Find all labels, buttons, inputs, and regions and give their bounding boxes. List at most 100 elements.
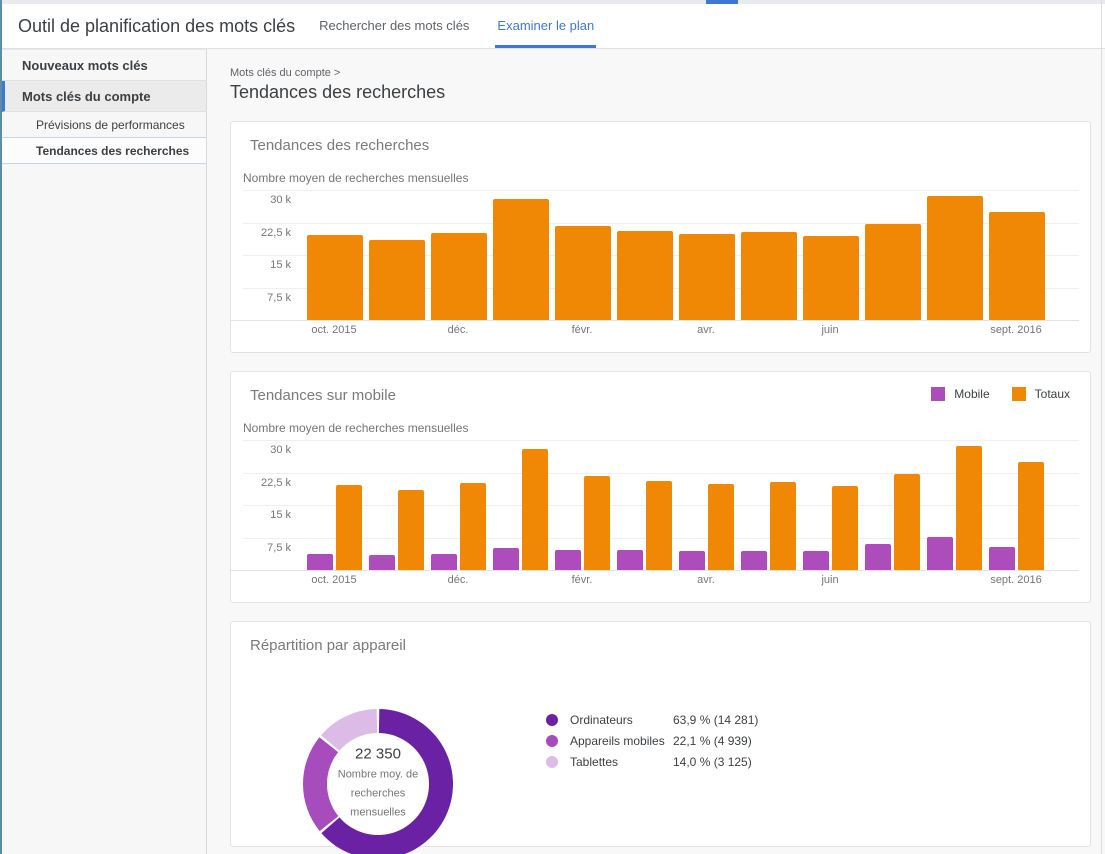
mobile-trends-legend: Mobile Totaux — [931, 387, 1070, 401]
mobile-bar — [493, 548, 519, 570]
total-bar — [646, 481, 672, 570]
donut-center-text: 22 350 Nombre moy. de recherches mensuel… — [323, 746, 433, 823]
gridline — [243, 190, 1079, 191]
donut-segment-tablettes — [321, 709, 378, 751]
device-legend-label: Tablettes — [570, 754, 619, 769]
total-bar — [708, 484, 734, 570]
breadcrumb-link[interactable]: Mots clés du compte > — [230, 67, 341, 79]
mobile-bar — [555, 550, 581, 570]
total-bar — [1018, 462, 1044, 570]
total-bar — [369, 240, 425, 320]
x-tick-label: avr. — [697, 574, 715, 586]
total-bar — [522, 449, 548, 570]
x-tick-label: déc. — [447, 574, 469, 586]
x-tick-label: oct. 2015 — [311, 574, 357, 586]
gridline — [243, 440, 1079, 441]
y-tick-label: 7,5 k — [267, 541, 291, 554]
x-axis-baseline — [231, 320, 1079, 321]
total-bar — [741, 232, 797, 320]
total-bar — [832, 486, 858, 570]
mobile-bar — [865, 544, 891, 570]
header: Outil de planification des mots clés Rec… — [2, 4, 1105, 49]
x-tick-label: févr. — [571, 574, 593, 586]
total-bar — [803, 236, 859, 320]
total-bar — [927, 196, 983, 320]
device-legend-value: 14,0 % (3 125) — [673, 754, 752, 769]
total-bar — [989, 212, 1045, 320]
device-split-donut-chart: 22 350 Nombre moy. de recherches mensuel… — [298, 704, 458, 854]
total-bar — [336, 485, 362, 570]
page-title: Tendances des recherches — [230, 82, 446, 102]
totaux-legend-label: Totaux — [1034, 387, 1070, 401]
main-content: Mots clés du compte > Tendances des rech… — [207, 49, 1105, 854]
total-bar — [617, 231, 673, 320]
x-tick-label: oct. 2015 — [311, 324, 357, 336]
mobile-trends-card: Tendances sur mobile Mobile Totaux Nombr… — [230, 371, 1091, 603]
total-bar — [555, 226, 611, 320]
device-legend-label: Ordinateurs — [570, 712, 633, 727]
x-tick-label: déc. — [447, 324, 469, 336]
search-trends-card-title: Tendances des recherches — [250, 137, 430, 154]
x-tick-label: avr. — [697, 324, 715, 336]
device-split-card: Répartition par appareil 22 350 Nombre m… — [230, 621, 1091, 854]
totaux-legend-swatch — [1011, 387, 1026, 401]
device-legend-dot — [546, 755, 558, 768]
tab-examiner-le-plan[interactable]: Examiner le plan — [495, 4, 597, 48]
total-bar — [956, 446, 982, 570]
total-bar — [493, 199, 549, 320]
y-tick-label: 15 k — [270, 259, 291, 271]
donut-svg — [303, 709, 453, 854]
gridline — [243, 222, 1079, 224]
device-split-card-title: Répartition par appareil — [250, 637, 406, 654]
app-title: Outil de planification des mots clés — [18, 15, 296, 36]
donut-segment-ordinateurs — [321, 709, 453, 854]
device-legend-label: Appareils mobiles — [570, 733, 665, 748]
y-tick-label: 30 k — [270, 194, 291, 206]
total-bar — [460, 483, 486, 570]
search-trends-plot: 30 k 22,5 k 15 k 7,5 k oct. 2015 déc. févr. avr… — [231, 190, 1079, 336]
mobile-trends-y-axis-label: Nombre moyen de recherches mensuelles — [243, 421, 469, 435]
total-bar — [584, 476, 610, 570]
total-bar — [679, 234, 735, 320]
y-tick-label: 22,5 k — [261, 226, 291, 239]
gridline — [243, 472, 1079, 474]
x-axis-baseline — [231, 570, 1079, 571]
device-legend-row: Appareils mobiles 22,1 % (4 939) — [546, 730, 758, 751]
device-legend-dot — [546, 713, 558, 726]
tab-rechercher-des-mots-cles[interactable]: Rechercher des mots clés — [319, 18, 470, 33]
y-tick-label: 30 k — [270, 444, 291, 456]
x-tick-label: sept. 2016 — [990, 324, 1042, 336]
mobile-bar — [369, 555, 395, 570]
mobile-bar — [307, 554, 333, 570]
y-tick-label: 22,5 k — [261, 476, 291, 489]
donut-center-caption: Nombre moy. de recherches mensuelles — [337, 768, 419, 819]
device-legend-dot — [546, 734, 558, 747]
device-split-legend: Ordinateurs 63,9 % (14 281) Appareils mobi… — [546, 709, 758, 854]
mobile-legend-swatch — [931, 387, 946, 401]
donut-segment-appareils-mobiles — [303, 737, 339, 832]
sidebar-item-nouveaux-mots-cles[interactable]: Nouveaux mots clés — [2, 50, 206, 81]
donut-total-value: 22 350 — [355, 745, 401, 763]
mobile-trends-card-title: Tendances sur mobile — [250, 387, 396, 404]
total-bar — [894, 474, 920, 570]
sidebar-item-mots-cles-du-compte[interactable]: Mots clés du compte — [2, 81, 206, 112]
sidebar: Nouveaux mots clés Mots clés du compte P… — [2, 49, 207, 854]
mobile-bar — [803, 551, 829, 570]
total-bar — [398, 490, 424, 570]
sidebar-item-previsions-de-performances[interactable]: Prévisions de performances — [36, 117, 185, 132]
mobile-bar — [431, 554, 457, 570]
total-bar — [431, 233, 487, 320]
y-tick-label: 7,5 k — [267, 291, 291, 304]
mobile-trends-plot: 30 k 22,5 k 15 k 7,5 k oct. 2015 déc. févr. avr… — [231, 440, 1079, 586]
device-legend-value: 22,1 % (4 939) — [673, 733, 752, 748]
x-tick-label: juin — [821, 324, 839, 336]
search-trends-card: Tendances des recherches Nombre moyen de… — [230, 121, 1091, 353]
mobile-bar — [741, 551, 767, 570]
device-legend-value: 63,9 % (14 281) — [673, 712, 759, 727]
total-bar — [865, 224, 921, 320]
sidebar-item-tendances-des-recherches[interactable]: Tendances des recherches — [2, 137, 206, 164]
total-bar — [307, 235, 363, 320]
browser-top-strip — [2, 0, 1105, 4]
mobile-bar — [617, 550, 643, 570]
x-tick-label: juin — [821, 574, 839, 586]
